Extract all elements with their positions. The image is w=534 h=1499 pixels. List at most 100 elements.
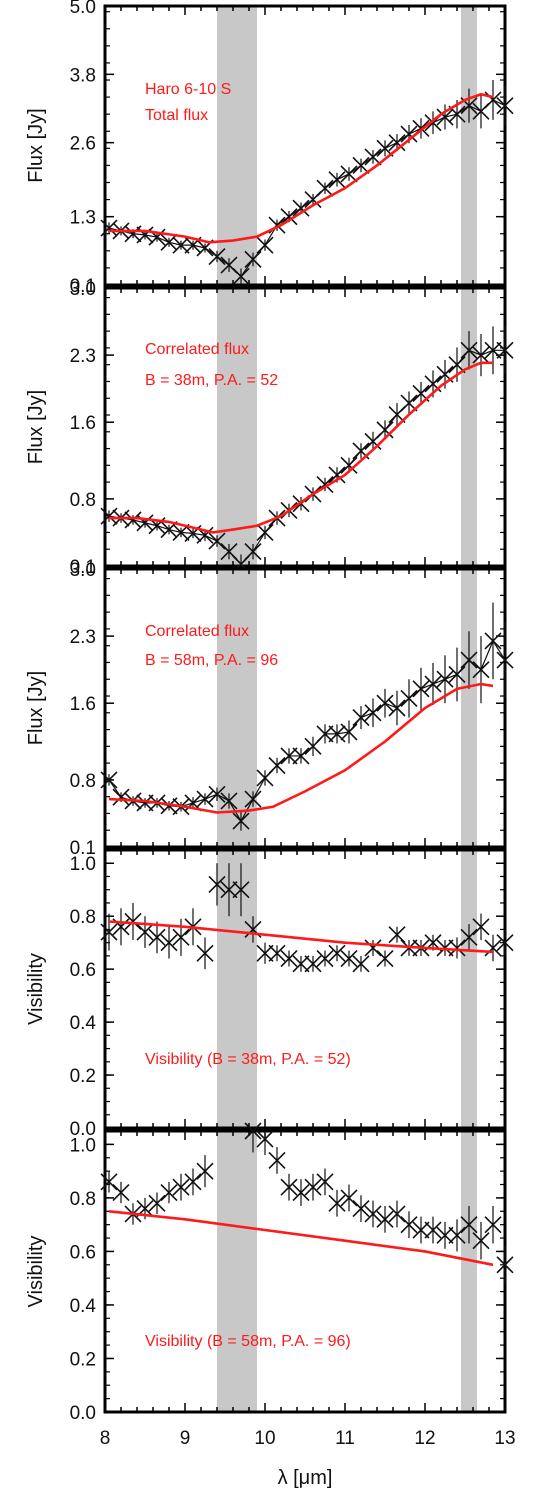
data-point <box>256 944 274 962</box>
panel-bottom: 0.0 0.2 0.4 0.6 0.8 1.0 Visibility Visibility (… <box>25 1122 516 1489</box>
data-point <box>400 125 418 143</box>
y-tick-label: 0.8 <box>70 907 96 928</box>
data-point <box>388 926 406 944</box>
y-tick-label: 3.8 <box>70 65 96 86</box>
data-point <box>388 1205 406 1223</box>
y-tick-label: 3.0 <box>70 279 96 300</box>
data-point <box>148 928 166 946</box>
data-point <box>124 912 142 931</box>
data-point <box>160 1183 178 1202</box>
data-point <box>316 949 334 968</box>
data-point <box>352 156 370 174</box>
y-tick-label: 2.3 <box>70 346 96 367</box>
annotation-text: Correlated flux <box>145 341 249 358</box>
data-point <box>364 1205 382 1223</box>
data-point <box>484 1216 502 1234</box>
data-point <box>328 171 346 189</box>
data-point <box>376 949 394 968</box>
shaded-band-0 <box>217 850 257 1128</box>
data-point <box>436 108 454 126</box>
model-curve <box>108 682 494 814</box>
data-point <box>316 1173 334 1191</box>
data-point <box>376 1210 394 1228</box>
model-curve <box>109 92 494 244</box>
data-point <box>484 341 502 359</box>
y-tick-label: 2.6 <box>70 134 96 155</box>
y-tick-label: 0.2 <box>70 1066 96 1087</box>
shaded-band-1 <box>461 6 477 285</box>
y-tick-label: 1.3 <box>70 208 96 229</box>
x-tick-label: 10 <box>254 1428 275 1449</box>
shaded-band-0 <box>217 6 257 285</box>
data-point <box>244 1122 262 1140</box>
data-point <box>424 1221 442 1239</box>
data-point <box>352 1200 370 1218</box>
data-point <box>328 466 346 484</box>
data-point <box>472 1232 490 1250</box>
data-point <box>448 1226 466 1244</box>
y-axis-title: Visibility <box>25 1236 47 1308</box>
x-tick-label: 12 <box>414 1428 435 1449</box>
data-point <box>388 134 406 152</box>
shaded-band-1 <box>461 1131 477 1412</box>
y-tick-label: 0.8 <box>70 490 96 511</box>
y-tick-label: 1.0 <box>70 1135 96 1156</box>
data-point <box>364 148 382 166</box>
model-curve <box>108 1209 494 1267</box>
data-point <box>364 704 382 722</box>
data-point <box>328 944 346 962</box>
y-tick-label: 0.8 <box>70 771 96 792</box>
data-point <box>460 341 478 359</box>
shaded-band-0 <box>217 569 257 847</box>
data-point <box>424 675 442 693</box>
y-tick-label: 0.8 <box>70 1189 96 1210</box>
data-point <box>328 1194 346 1212</box>
shaded-band-0 <box>217 1131 257 1412</box>
panel-second: 0.1 0.8 1.6 2.3 3.0 Flux [Jy] Correlated flux B… <box>25 279 514 578</box>
data-point <box>256 236 274 254</box>
data-point <box>196 1162 214 1180</box>
data-point <box>484 632 502 650</box>
y-axis-title: Flux [Jy] <box>25 108 47 182</box>
annotation-text: Correlated flux <box>145 623 249 640</box>
data-point <box>496 341 514 359</box>
data-point <box>124 511 142 529</box>
data-point <box>340 1189 358 1207</box>
data-point <box>400 689 418 707</box>
annotation-text: B = 38m, P.A. = 52 <box>145 372 278 389</box>
data-point <box>340 949 358 968</box>
data-point <box>244 790 262 808</box>
data-point <box>376 421 394 439</box>
y-axis-title: Visibility <box>25 953 47 1025</box>
data-point <box>472 346 490 364</box>
data-point <box>472 661 490 679</box>
data-point <box>268 944 286 962</box>
annotation-text: B = 58m, P.A. = 96 <box>145 652 278 669</box>
data-point <box>196 944 214 962</box>
panel-frame <box>103 848 507 1130</box>
data-point <box>496 934 514 952</box>
data-point <box>184 1173 202 1191</box>
data-point <box>436 1226 454 1244</box>
data-point <box>160 233 178 251</box>
data-point <box>256 523 274 542</box>
model-curve <box>109 361 493 534</box>
x-tick-label: 9 <box>180 1428 191 1449</box>
y-tick-label: 0.0 <box>70 1119 96 1140</box>
data-point <box>232 812 250 830</box>
data-point <box>340 456 358 474</box>
annotation-text: Haro 6-10 S <box>145 81 231 98</box>
data-point <box>172 1178 190 1196</box>
y-tick-label: 0.1 <box>70 838 96 859</box>
data-point <box>292 955 310 973</box>
data-point <box>340 723 358 741</box>
annotation-text: Visibility (B = 58m, P.A. = 96) <box>145 1333 351 1350</box>
y-tick-label: 3.0 <box>70 560 96 581</box>
y-tick-label: 0.2 <box>70 1349 96 1370</box>
data-point <box>292 747 310 765</box>
data-point <box>160 934 178 952</box>
panel-third: 0.1 0.8 1.6 2.3 3.0 Flux [Jy] Correlated flux B… <box>25 560 514 859</box>
data-point <box>364 939 382 957</box>
x-tick-label: 13 <box>494 1428 515 1449</box>
